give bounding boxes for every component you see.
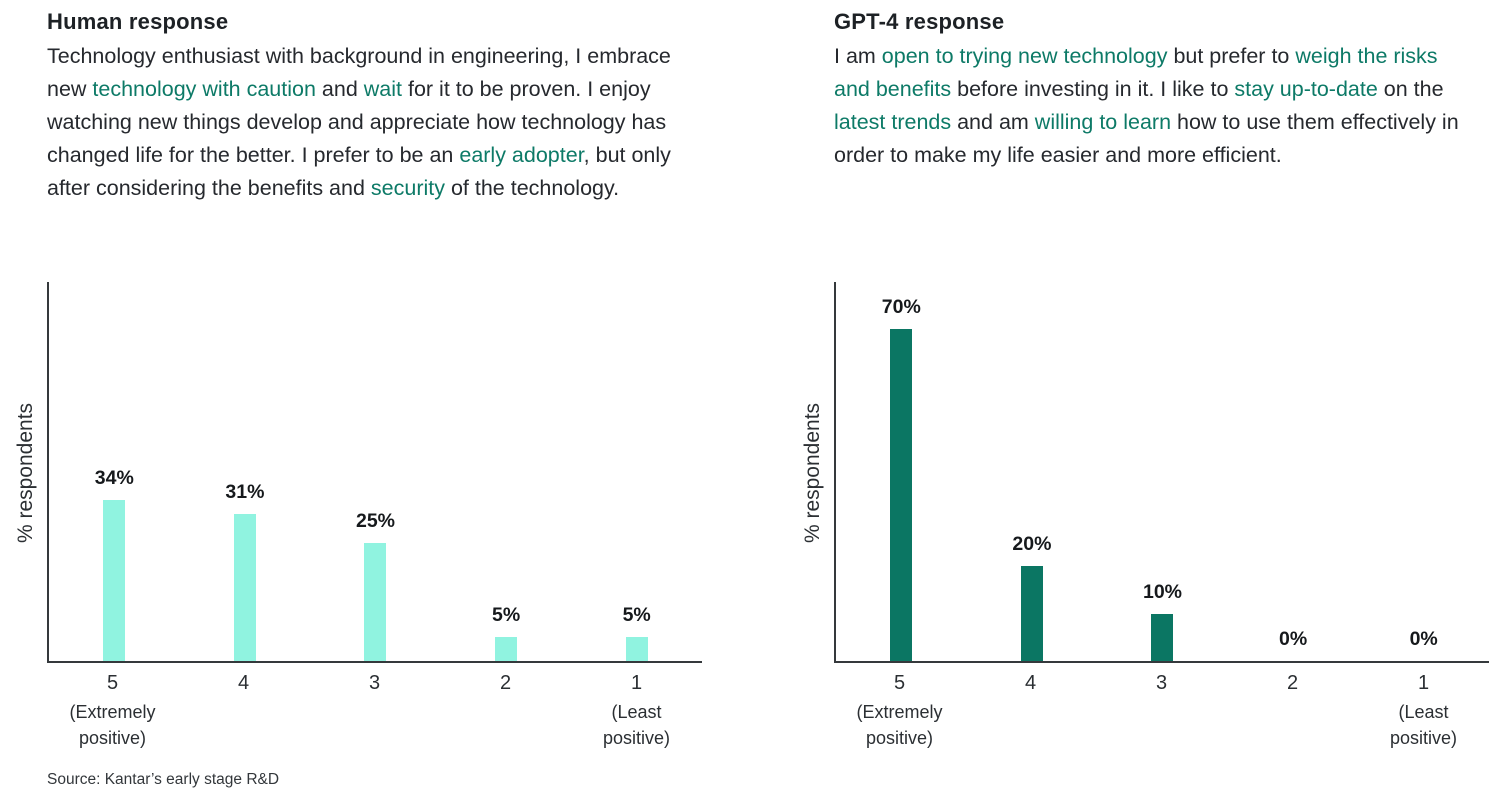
bar <box>233 514 256 661</box>
panel-human-response: Human response Technology enthusiast wit… <box>5 0 712 768</box>
bar-value-label: 0% <box>1409 628 1438 650</box>
bar-value-label: 31% <box>225 481 265 504</box>
bar-value-label: 5% <box>622 604 651 627</box>
x-tick: 4 <box>965 672 1096 751</box>
highlighted-phrase: technology with caution <box>92 77 316 101</box>
bar-column: 25% <box>310 282 441 661</box>
bar-value-label: 25% <box>355 509 395 532</box>
x-tick: 5 (Extremely positive) <box>47 672 178 751</box>
bar <box>495 637 518 661</box>
x-tick-sublabel: (Extremely positive) <box>69 702 156 748</box>
x-tick-sublabel: (Extremely positive) <box>856 702 943 748</box>
body-text: but prefer to <box>1167 44 1296 68</box>
x-tick: 2 <box>1227 672 1358 751</box>
bar-value-label: 5% <box>491 604 521 627</box>
bar-column: 0% <box>1228 282 1359 661</box>
body-text: , but only after considering the benefit… <box>47 143 671 200</box>
x-tick: 1 (Least positive) <box>571 672 702 751</box>
body-text: of the technology. <box>445 176 620 200</box>
bar-value-label: 20% <box>1012 533 1052 556</box>
body-text: and am <box>951 110 1035 134</box>
x-tick-number: 4 <box>237 672 250 694</box>
y-axis-label-column: % respondents <box>5 282 47 663</box>
body-text: before investing in it. I like to <box>951 77 1235 101</box>
human-bar-chart: % respondents 34% 31% 25% 5% 5% 5 (Extremely po… <box>5 282 705 751</box>
x-tick: 5 (Extremely positive) <box>834 672 965 751</box>
bar-column: 34% <box>49 282 180 661</box>
x-axis-labels: 5 (Extremely positive) 4 3 2 1 (Least positive… <box>834 672 1489 751</box>
x-tick-number: 4 <box>1024 672 1037 694</box>
bar-column: 5% <box>571 282 702 661</box>
x-tick-number: 2 <box>1286 672 1299 694</box>
x-tick-number: 5 <box>106 672 119 694</box>
x-tick-sublabel: (Least positive) <box>1389 702 1458 748</box>
highlighted-phrase: weigh the risks and benefits <box>834 44 1438 101</box>
y-axis-label-column: % respondents <box>792 282 834 663</box>
bar-column: 31% <box>180 282 311 661</box>
bar <box>1020 566 1043 661</box>
x-tick-number: 1 <box>1417 672 1430 694</box>
bar <box>625 637 648 661</box>
bar-column: 20% <box>967 282 1098 661</box>
bar-value-label: 70% <box>881 296 921 319</box>
body-text: I am <box>834 44 882 68</box>
bar <box>890 329 913 661</box>
highlighted-phrase: early adopter <box>459 143 584 167</box>
body-text: Technology enthusiast with background in… <box>47 44 671 101</box>
bar-column: 10% <box>1097 282 1228 661</box>
gpt4-response-paragraph: I am open to trying new technology but p… <box>834 40 1468 172</box>
highlighted-phrase: latest trends <box>834 110 952 134</box>
x-tick: 3 <box>1096 672 1227 751</box>
body-text: and <box>315 77 364 101</box>
bar-value-label: 34% <box>94 466 134 489</box>
x-tick-number: 3 <box>368 672 381 694</box>
bar-value-label: 0% <box>1278 628 1308 650</box>
x-tick-number: 3 <box>1155 672 1168 694</box>
x-tick-sublabel: (Least positive) <box>602 702 671 748</box>
highlighted-phrase: wait <box>363 77 402 101</box>
body-text: how to use them effectively in order to … <box>834 110 1459 167</box>
human-panel-title: Human response <box>47 9 229 34</box>
bar-value-label: 10% <box>1142 580 1182 603</box>
x-tick-number: 2 <box>499 672 512 694</box>
y-axis-label: % respondents <box>801 402 824 543</box>
bar <box>103 499 126 661</box>
gpt4-panel-title: GPT-4 response <box>834 9 1005 34</box>
human-text-block: Human response Technology enthusiast wit… <box>47 0 672 205</box>
body-text: on the <box>1377 77 1444 101</box>
x-tick: 1 (Least positive) <box>1358 672 1489 751</box>
gpt4-bar-chart: % respondents 70% 20% 10% 0% 0% 5 (Extremely po… <box>792 282 1492 751</box>
plot-area: 70% 20% 10% 0% 0% <box>834 282 1489 663</box>
chart-row: % respondents 34% 31% 25% 5% 5% <box>5 282 705 663</box>
highlighted-phrase: open to trying new technology <box>881 44 1168 68</box>
body-text: for it to be proven. I enjoy watching ne… <box>47 77 667 167</box>
bar-column: 70% <box>836 282 967 661</box>
highlighted-phrase: stay up-to-date <box>1234 77 1378 101</box>
bar-column: 0% <box>1358 282 1489 661</box>
bar <box>364 542 387 661</box>
highlighted-phrase: security <box>370 176 445 200</box>
chart-row: % respondents 70% 20% 10% 0% 0% <box>792 282 1492 663</box>
plot-area: 34% 31% 25% 5% 5% <box>47 282 702 663</box>
x-tick: 4 <box>178 672 309 751</box>
bar-column: 5% <box>441 282 572 661</box>
y-axis-label: % respondents <box>14 402 37 543</box>
panel-gpt4-response: GPT-4 response I am open to trying new t… <box>792 0 1499 768</box>
gpt4-text-block: GPT-4 response I am open to trying new t… <box>834 0 1468 172</box>
bar <box>1151 613 1174 661</box>
x-tick: 3 <box>309 672 440 751</box>
x-tick-number: 5 <box>893 672 906 694</box>
source-note: Source: Kantar’s early stage R&D <box>47 771 280 788</box>
x-tick-number: 1 <box>630 672 643 694</box>
highlighted-phrase: willing to learn <box>1034 110 1172 134</box>
human-response-paragraph: Technology enthusiast with background in… <box>47 40 672 205</box>
x-axis-labels: 5 (Extremely positive) 4 3 2 1 (Least positive… <box>47 672 702 751</box>
x-tick: 2 <box>440 672 571 751</box>
